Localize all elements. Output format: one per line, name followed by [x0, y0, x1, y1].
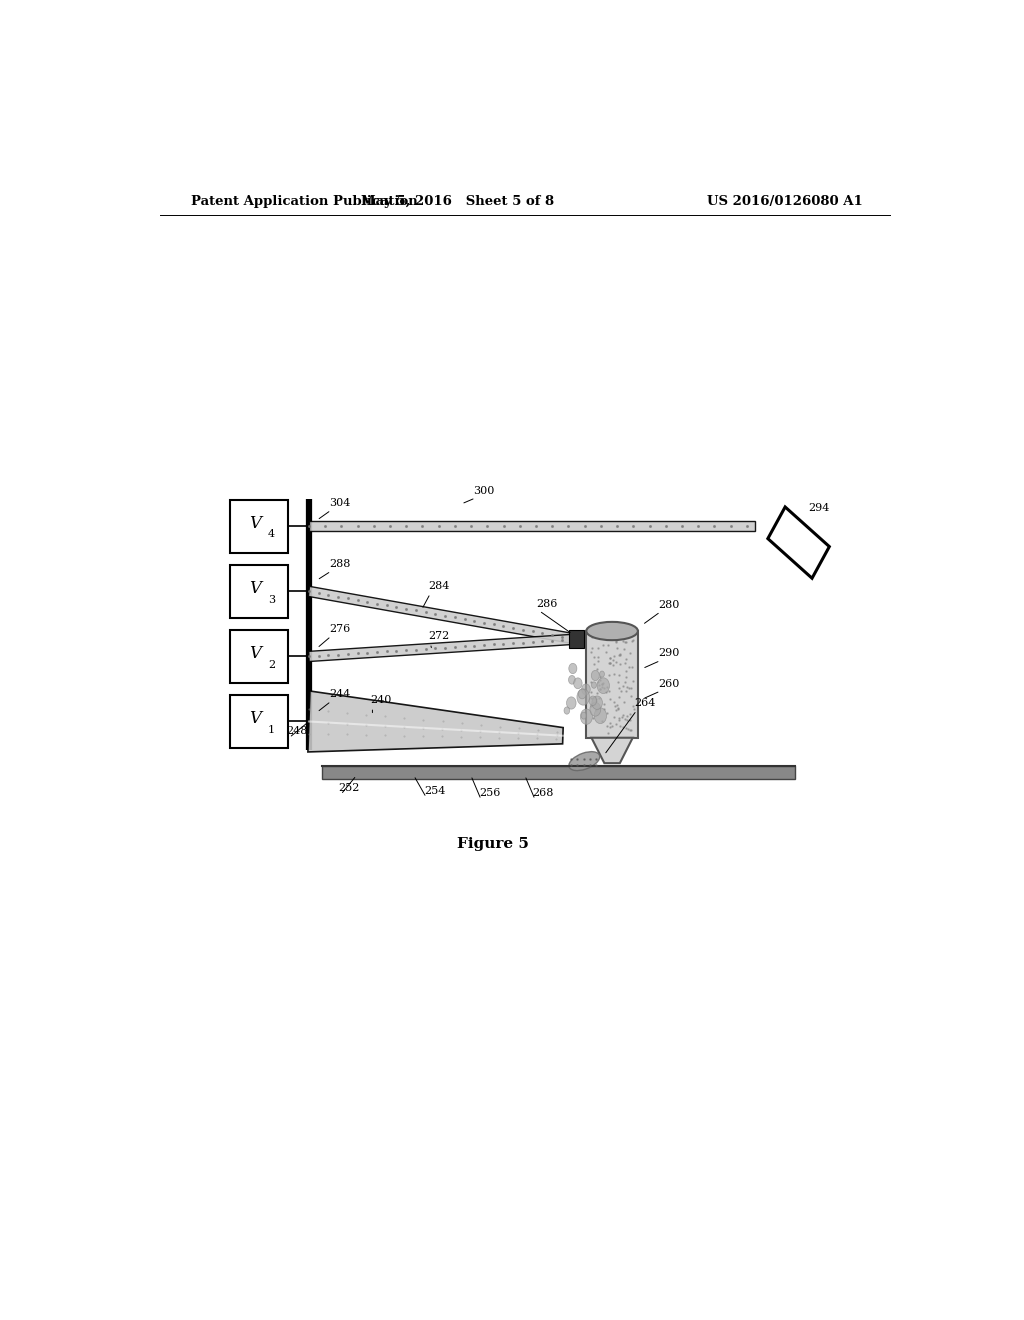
Bar: [323, 766, 795, 779]
Text: 300: 300: [473, 486, 495, 496]
Bar: [768, 507, 829, 578]
Text: 286: 286: [537, 599, 558, 609]
Text: 264: 264: [634, 698, 655, 709]
Text: May 5, 2016   Sheet 5 of 8: May 5, 2016 Sheet 5 of 8: [360, 194, 554, 207]
Text: 304: 304: [329, 498, 350, 508]
Text: Patent Application Publication: Patent Application Publication: [191, 194, 418, 207]
Circle shape: [582, 684, 590, 694]
Circle shape: [591, 671, 599, 681]
Circle shape: [592, 696, 602, 709]
Bar: [230, 696, 288, 748]
Text: 2: 2: [268, 660, 275, 669]
Ellipse shape: [569, 751, 600, 771]
Text: 248: 248: [287, 726, 308, 735]
Bar: [230, 500, 288, 553]
Text: 244: 244: [329, 689, 350, 700]
Polygon shape: [592, 738, 633, 763]
Circle shape: [600, 671, 604, 677]
Text: 252: 252: [338, 783, 359, 792]
Text: 272: 272: [428, 631, 450, 642]
Text: 288: 288: [329, 560, 350, 569]
Text: 254: 254: [424, 785, 445, 796]
Circle shape: [592, 682, 596, 688]
Text: V: V: [249, 515, 261, 532]
Bar: [230, 565, 288, 618]
Text: 4: 4: [268, 529, 275, 540]
Circle shape: [581, 713, 587, 719]
Circle shape: [579, 689, 586, 698]
Polygon shape: [308, 692, 563, 752]
Text: Figure 5: Figure 5: [457, 837, 529, 851]
Bar: [230, 630, 288, 682]
Text: 294: 294: [808, 503, 829, 513]
Circle shape: [568, 664, 577, 673]
Circle shape: [568, 676, 575, 684]
Circle shape: [566, 697, 577, 709]
Circle shape: [597, 677, 609, 693]
Circle shape: [573, 678, 582, 689]
Text: US 2016/0126080 A1: US 2016/0126080 A1: [708, 194, 863, 207]
Text: V: V: [249, 710, 261, 727]
Text: V: V: [249, 645, 261, 661]
Text: 284: 284: [428, 581, 450, 591]
Polygon shape: [309, 634, 577, 661]
Text: 3: 3: [268, 594, 275, 605]
Text: 260: 260: [658, 678, 680, 689]
Circle shape: [589, 696, 597, 705]
Text: 276: 276: [329, 624, 350, 634]
Text: 268: 268: [532, 788, 554, 797]
Polygon shape: [309, 521, 755, 532]
Text: 290: 290: [658, 648, 680, 659]
Polygon shape: [308, 586, 577, 644]
Circle shape: [581, 709, 593, 725]
Text: 256: 256: [479, 788, 500, 797]
Ellipse shape: [587, 622, 638, 640]
FancyBboxPatch shape: [587, 631, 638, 738]
Text: 240: 240: [370, 696, 391, 705]
Circle shape: [564, 708, 569, 714]
Text: 280: 280: [658, 599, 680, 610]
Bar: [569, 630, 584, 648]
Text: V: V: [249, 579, 261, 597]
Circle shape: [577, 689, 590, 705]
Circle shape: [590, 702, 601, 717]
Circle shape: [594, 708, 606, 723]
Text: 1: 1: [268, 725, 275, 735]
